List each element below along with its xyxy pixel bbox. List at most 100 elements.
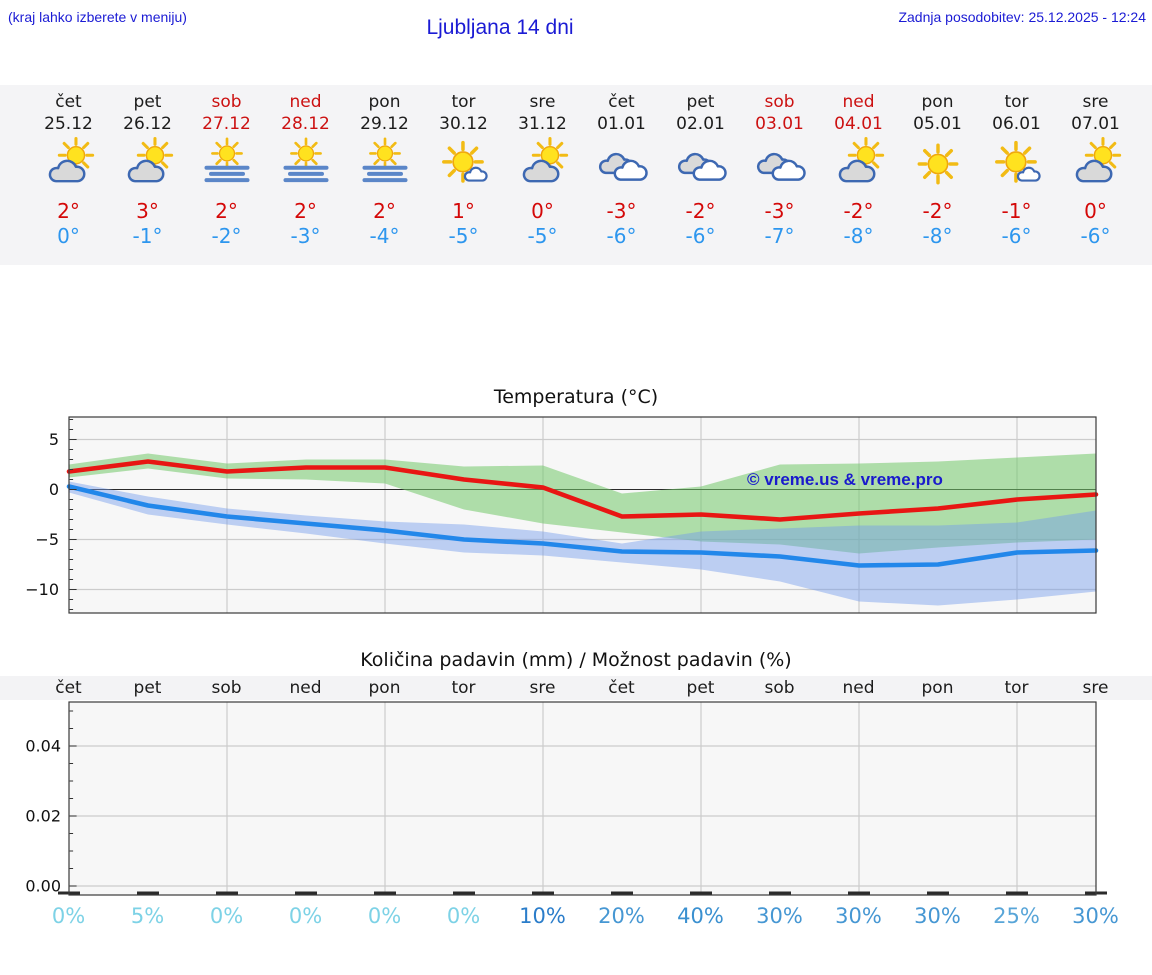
svg-text:−5: −5 (35, 530, 59, 549)
forecast-day: čet 01.01 -3° -6° (582, 85, 661, 249)
last-updated: Zadnja posodobitev: 25.12.2025 - 12:24 (898, 9, 1146, 25)
precip-day-labels: čet pet sob ned pon tor sre čet pet sob ned pon tor s… (29, 676, 1135, 700)
chart-day-label: tor (451, 678, 476, 698)
chart-day-label: sob (211, 678, 242, 698)
sun-cloud-icon (108, 137, 187, 191)
day-name: sob (764, 92, 795, 112)
day-date: 26.12 (123, 114, 172, 134)
temperature-chart-title: Temperatura (°C) (493, 386, 659, 408)
precip-probability: 0% (446, 904, 481, 928)
day-name: tor (1004, 92, 1029, 112)
low-temp: -8° (843, 224, 874, 248)
day-date: 31.12 (518, 114, 567, 134)
chart-day-label: čet (608, 678, 635, 698)
chart-day-label: sob (764, 678, 795, 698)
precip-probability: 30% (756, 904, 803, 928)
day-date: 29.12 (360, 114, 409, 134)
high-temp: -3° (606, 199, 637, 223)
temperature-chart: 5 0 −5 −10 © vreme.us & vreme.pro (25, 416, 1099, 614)
day-date: 27.12 (202, 114, 251, 134)
sun-icon (898, 137, 977, 191)
day-name: čet (608, 92, 635, 112)
low-temp: -7° (764, 224, 795, 248)
low-temp: -6° (606, 224, 637, 248)
fog-sun-icon (266, 137, 345, 191)
forecast-day: pet 02.01 -2° -6° (661, 85, 740, 249)
low-temp: -3° (290, 224, 321, 248)
chart-day-label: ned (842, 678, 875, 698)
day-date: 07.01 (1071, 114, 1120, 134)
chart-day-label: sre (529, 678, 556, 698)
forecast-day: pon 29.12 2° -4° (345, 85, 424, 249)
page-title: Ljubljana 14 dni (426, 16, 574, 39)
sun-small-cloud-icon (424, 137, 503, 191)
precipitation-chart: 0.00 0.02 0.04 (25, 701, 1107, 896)
svg-text:0.02: 0.02 (25, 807, 61, 826)
precip-probability: 40% (677, 904, 724, 928)
day-date: 04.01 (834, 114, 883, 134)
precip-probability: 0% (51, 904, 86, 928)
low-temp: -5° (527, 224, 558, 248)
high-temp: -2° (685, 199, 716, 223)
fog-sun-icon (187, 137, 266, 191)
low-temp: -2° (211, 224, 242, 248)
chart-day-label: pet (686, 678, 715, 698)
precip-probability: 5% (130, 904, 165, 928)
low-temp: -8° (922, 224, 953, 248)
precip-day-label-strip: čet pet sob ned pon tor sre čet pet sob ned pon tor s… (0, 676, 1152, 700)
svg-text:© vreme.us & vreme.pro: © vreme.us & vreme.pro (747, 470, 943, 489)
high-temp: 3° (136, 199, 159, 223)
high-temp: -2° (843, 199, 874, 223)
day-date: 06.01 (992, 114, 1041, 134)
fog-sun-icon (345, 137, 424, 191)
precip-probability: 30% (835, 904, 882, 928)
day-name: pet (686, 92, 715, 112)
svg-text:5: 5 (49, 430, 59, 449)
forecast-day: ned 04.01 -2° -8° (819, 85, 898, 249)
forecast-day: tor 30.12 1° -5° (424, 85, 503, 249)
high-temp: -2° (922, 199, 953, 223)
high-temp: 2° (373, 199, 396, 223)
clouds-icon (661, 137, 740, 191)
high-temp: 1° (452, 199, 475, 223)
sun-cloud-icon (503, 137, 582, 191)
menu-hint: (kraj lahko izberete v meniju) (8, 9, 187, 25)
low-temp: -4° (369, 224, 400, 248)
precip-probability: 30% (914, 904, 961, 928)
day-name: sre (529, 92, 556, 112)
day-date: 01.01 (597, 114, 646, 134)
clouds-icon (740, 137, 819, 191)
forecast-day: čet 25.12 2° 0° (29, 85, 108, 249)
clouds-icon (582, 137, 661, 191)
high-temp: -1° (1001, 199, 1032, 223)
day-name: pon (368, 92, 401, 112)
day-name: pet (133, 92, 162, 112)
svg-text:0.04: 0.04 (25, 737, 61, 756)
sun-small-cloud-icon (977, 137, 1056, 191)
svg-text:−10: −10 (25, 580, 59, 599)
forecast-day: sob 27.12 2° -2° (187, 85, 266, 249)
high-temp: 0° (1084, 199, 1107, 223)
svg-text:0: 0 (49, 480, 59, 499)
day-date: 02.01 (676, 114, 725, 134)
chart-day-label: pon (368, 678, 401, 698)
forecast-day: ned 28.12 2° -3° (266, 85, 345, 249)
chart-day-label: sre (1082, 678, 1109, 698)
precip-probability: 30% (1072, 904, 1119, 928)
day-date: 25.12 (44, 114, 93, 134)
day-date: 28.12 (281, 114, 330, 134)
day-name: ned (842, 92, 875, 112)
precip-probability: 25% (993, 904, 1040, 928)
chart-day-label: tor (1004, 678, 1029, 698)
high-temp: 0° (531, 199, 554, 223)
high-temp: -3° (764, 199, 795, 223)
chart-day-label: pon (921, 678, 954, 698)
forecast-day: sob 03.01 -3° -7° (740, 85, 819, 249)
day-date: 03.01 (755, 114, 804, 134)
chart-day-label: čet (55, 678, 82, 698)
low-temp: -6° (1001, 224, 1032, 248)
forecast-day: sre 31.12 0° -5° (503, 85, 582, 249)
svg-text:0.00: 0.00 (25, 877, 61, 896)
forecast-day: pon 05.01 -2° -8° (898, 85, 977, 249)
